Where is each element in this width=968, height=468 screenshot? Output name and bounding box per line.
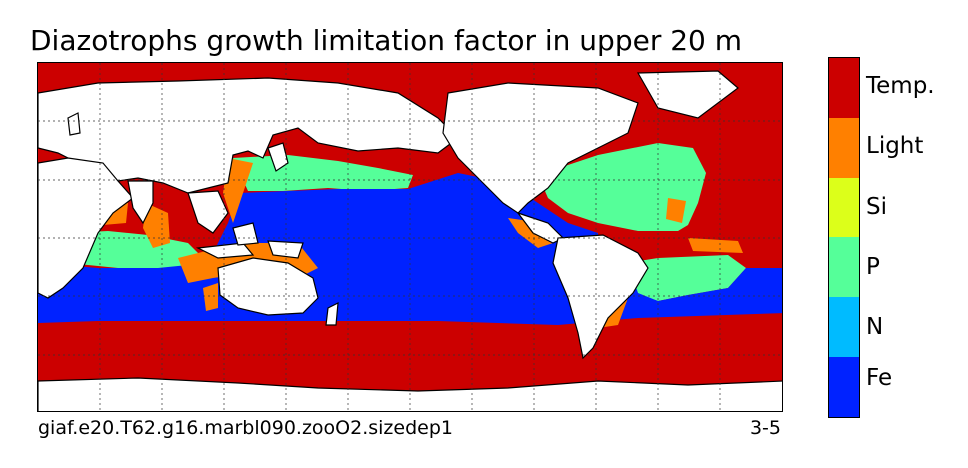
run-id-caption: giaf.e20.T62.g16.marbl090.zooO2.sizedep1 bbox=[38, 417, 453, 439]
legend-label-light: Light bbox=[866, 133, 924, 159]
south-america-land bbox=[552, 234, 649, 360]
africa-land bbox=[38, 157, 134, 299]
australia-land bbox=[217, 257, 319, 316]
map-title: Diazotrophs growth limitation factor in … bbox=[30, 24, 743, 57]
north-america-land bbox=[442, 82, 639, 214]
india-land bbox=[127, 180, 154, 225]
se-asia-land bbox=[187, 190, 229, 234]
colorbar-temp bbox=[829, 58, 859, 118]
new-zealand-land bbox=[325, 301, 339, 326]
japan-land bbox=[267, 142, 289, 172]
light-region-asia-coast bbox=[223, 158, 253, 223]
legend-label-p: P bbox=[866, 254, 880, 280]
light-region-australia-w bbox=[203, 283, 218, 311]
indonesia-land bbox=[195, 242, 255, 259]
south-atlantic-p-region bbox=[626, 255, 746, 301]
atlantic-p-region bbox=[538, 143, 706, 231]
light-region-atlantic bbox=[666, 198, 686, 223]
borneo-land bbox=[232, 222, 259, 246]
legend-label-si: Si bbox=[866, 194, 887, 220]
depth-range-caption: 3-5 bbox=[749, 417, 781, 439]
legend-label-fe: Fe bbox=[866, 365, 893, 391]
colorbar-n bbox=[829, 297, 859, 358]
light-region-bay-bengal bbox=[143, 203, 170, 248]
colorbar-light bbox=[829, 117, 859, 178]
greenland-land bbox=[636, 70, 739, 119]
colorbar-si bbox=[829, 177, 859, 238]
graticule bbox=[38, 63, 782, 411]
uk-land bbox=[67, 112, 81, 136]
light-region-brazil bbox=[688, 238, 743, 253]
colorbar-fe bbox=[829, 357, 859, 417]
new-guinea-land bbox=[267, 240, 304, 259]
world-map bbox=[37, 62, 783, 412]
legend-label-n: N bbox=[866, 314, 884, 340]
land-masses bbox=[38, 70, 782, 411]
legend-label-temp: Temp. bbox=[866, 73, 935, 99]
colorbar-p bbox=[829, 237, 859, 298]
colorbar bbox=[828, 57, 860, 418]
